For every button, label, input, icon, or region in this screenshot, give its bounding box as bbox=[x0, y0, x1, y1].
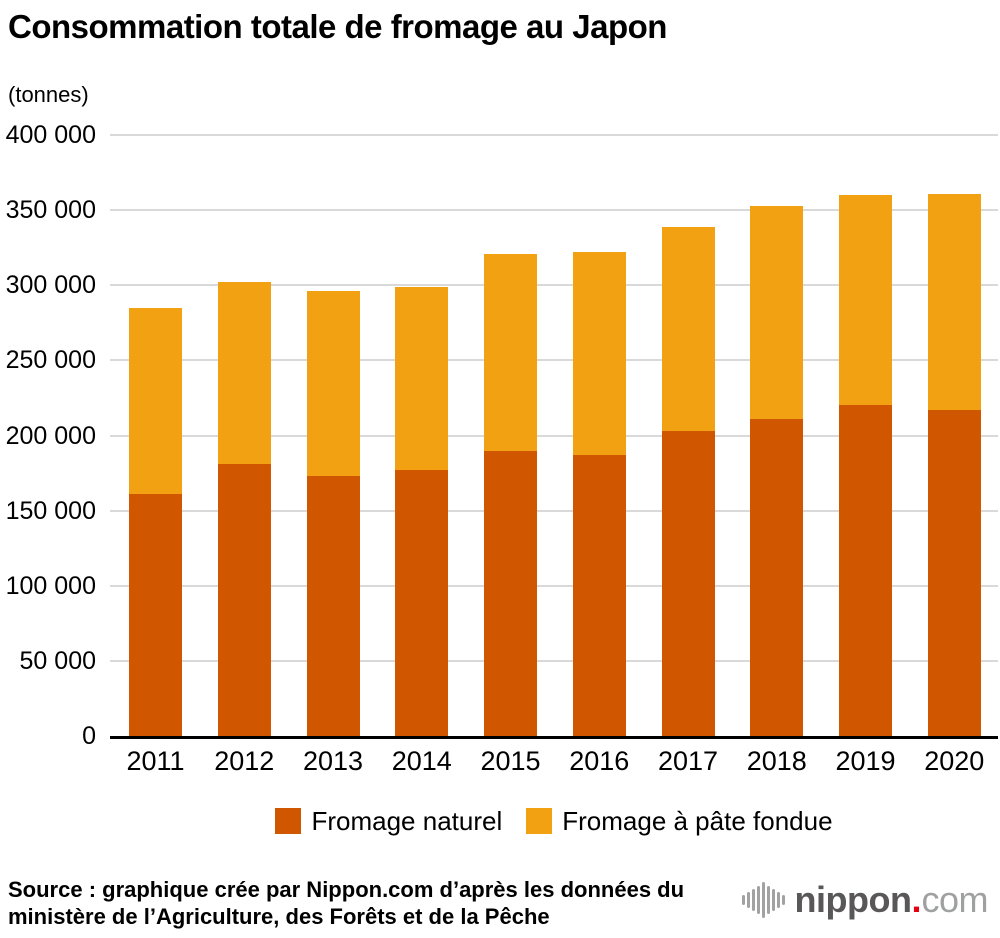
x-axis-tick-label: 2019 bbox=[835, 746, 896, 776]
page-title: Consommation totale de fromage au Japon bbox=[8, 8, 667, 45]
source-attribution: Source : graphique crée par Nippon.com d… bbox=[8, 876, 684, 930]
logo-tld: com bbox=[921, 879, 988, 920]
legend-label-naturel: Fromage naturel bbox=[311, 805, 503, 836]
y-axis-tick-label: 0 bbox=[82, 722, 96, 750]
x-axis-tick-label: 2012 bbox=[214, 746, 275, 776]
legend: Fromage naturel Fromage à pâte fondue bbox=[110, 804, 998, 838]
bar-segment-naturel bbox=[395, 470, 449, 736]
x-axis-tick-label: 2018 bbox=[746, 746, 807, 776]
y-axis-tick-label: 100 000 bbox=[5, 571, 96, 600]
bar-segment-naturel bbox=[217, 464, 271, 736]
y-axis-tick-label: 400 000 bbox=[5, 121, 96, 149]
y-axis-tick-label: 350 000 bbox=[5, 196, 96, 225]
bar-segment-fondue bbox=[484, 253, 537, 451]
soundwave-bar bbox=[746, 892, 750, 908]
bar-segment-fondue bbox=[572, 252, 626, 456]
x-axis-tick-label: 2011 bbox=[126, 746, 185, 776]
bar-segment-naturel bbox=[750, 418, 804, 736]
gridline bbox=[110, 584, 998, 587]
bar-segment-fondue bbox=[217, 282, 271, 465]
logo-name: nippon bbox=[794, 879, 912, 920]
bar-segment-naturel bbox=[572, 455, 626, 736]
source-line-2: ministère de l’Agriculture, des Forêts e… bbox=[8, 904, 550, 929]
bar-segment-fondue bbox=[129, 307, 182, 495]
soundwave-bar bbox=[756, 886, 760, 914]
bar-segment-fondue bbox=[927, 193, 981, 410]
bar-segment-naturel bbox=[661, 430, 715, 736]
gridline bbox=[110, 659, 998, 662]
y-axis-tick-label: 250 000 bbox=[5, 346, 96, 375]
nippon-logo: nippon.com bbox=[741, 879, 989, 920]
y-axis-tick-label: 50 000 bbox=[19, 646, 96, 675]
y-axis-tick-label: 300 000 bbox=[5, 271, 96, 300]
soundwave-bar bbox=[751, 889, 755, 911]
gridline bbox=[110, 509, 998, 512]
gridline bbox=[110, 284, 998, 287]
bar-segment-fondue bbox=[306, 291, 360, 477]
x-axis-tick-label: 2016 bbox=[569, 746, 630, 776]
x-axis-baseline bbox=[110, 736, 998, 739]
gridline bbox=[110, 209, 998, 212]
bar-segment-fondue bbox=[750, 205, 804, 419]
x-axis-tick-label: 2020 bbox=[924, 746, 985, 776]
x-axis-tick-label: 2014 bbox=[391, 746, 452, 776]
bar-segment-fondue bbox=[661, 226, 715, 431]
bar-segment-fondue bbox=[839, 195, 892, 406]
legend-swatch-fondue-icon bbox=[526, 808, 553, 834]
soundwave-icon bbox=[741, 880, 785, 920]
bar-segment-naturel bbox=[129, 494, 182, 736]
soundwave-bar bbox=[761, 882, 765, 918]
logo-text: nippon.com bbox=[794, 879, 989, 920]
soundwave-bar bbox=[781, 895, 785, 905]
legend-label-fondue: Fromage à pâte fondue bbox=[562, 805, 833, 836]
y-axis-tick-label: 150 000 bbox=[5, 496, 96, 525]
x-axis-tick-label: 2013 bbox=[302, 746, 364, 776]
bar-segment-naturel bbox=[927, 409, 981, 736]
source-line-1: Source : graphique crée par Nippon.com d… bbox=[8, 877, 685, 902]
x-axis-tick-label: 2017 bbox=[657, 746, 719, 776]
bar-segment-fondue bbox=[395, 286, 449, 471]
gridline bbox=[110, 134, 998, 136]
legend-swatch-naturel-icon bbox=[275, 808, 302, 834]
soundwave-bar bbox=[766, 886, 770, 914]
soundwave-bar bbox=[776, 892, 780, 908]
logo-dot: . bbox=[911, 879, 922, 920]
gridline bbox=[110, 434, 998, 437]
legend-item-naturel: Fromage naturel bbox=[275, 806, 502, 837]
bar-segment-naturel bbox=[839, 405, 892, 736]
bar-segment-naturel bbox=[306, 476, 360, 736]
y-axis-unit-label: (tonnes) bbox=[8, 82, 89, 107]
legend-item-fondue: Fromage à pâte fondue bbox=[526, 805, 833, 837]
y-axis-tick-label: 200 000 bbox=[5, 421, 96, 450]
soundwave-bar bbox=[741, 895, 745, 905]
gridline bbox=[110, 359, 998, 362]
x-axis-tick-label: 2015 bbox=[480, 746, 541, 776]
bar-segment-naturel bbox=[484, 450, 537, 736]
soundwave-bar bbox=[771, 889, 775, 911]
